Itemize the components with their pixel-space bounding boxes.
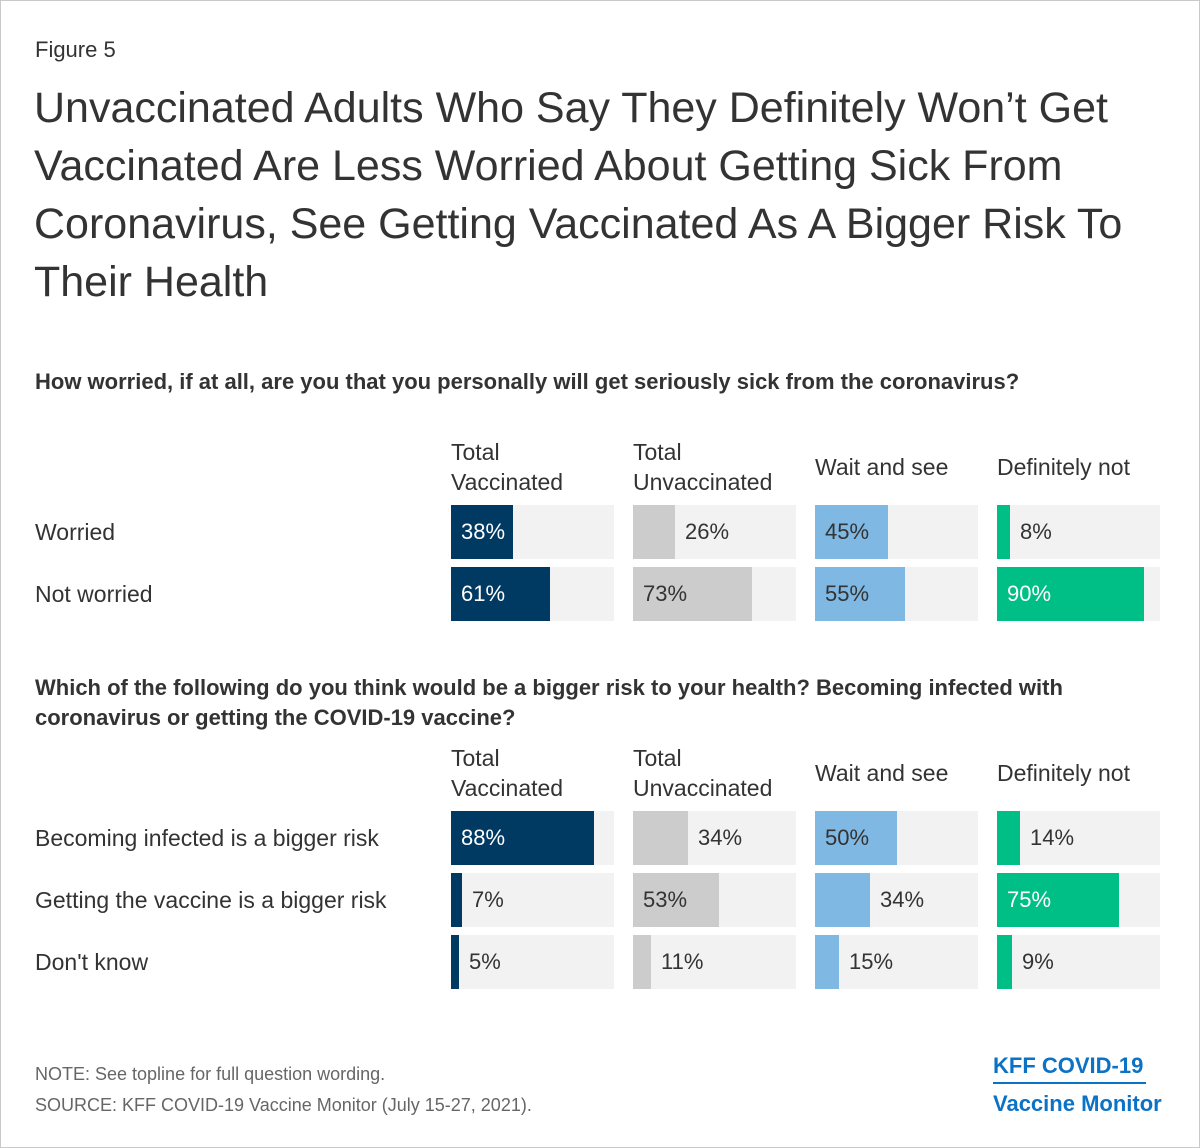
row-label-getting-the-vaccine-is-a-bigger-risk: Getting the vaccine is a bigger risk: [35, 887, 387, 913]
data-label: 11%: [661, 949, 704, 974]
column-header-line: Wait and see: [815, 454, 949, 480]
bar-total-unvaccinated-getting-the-vaccine-is-a-bigger-risk: [633, 873, 719, 927]
bar-definitely-not-getting-the-vaccine-is-a-bigger-risk: [997, 873, 1119, 927]
column-header-total-vaccinated: Total Vaccinated: [451, 743, 626, 803]
row-label-not-worried: Not worried: [35, 581, 153, 607]
column-header-line: Unvaccinated: [633, 775, 773, 801]
data-label: 50%: [825, 825, 870, 850]
data-label: 9%: [1022, 949, 1054, 974]
column-header-line: Definitely not: [997, 760, 1130, 786]
bar-track: 9%: [997, 935, 1160, 989]
bar-definitely-not-worried: [997, 505, 1010, 559]
bar-track: 34%: [815, 873, 978, 927]
bar-track: 55%: [815, 567, 978, 621]
bar-total-unvaccinated-worried: [633, 505, 675, 559]
question-text: Which of the following do you think woul…: [35, 675, 1063, 730]
bar-track: 90%: [997, 567, 1160, 621]
bar-wait-and-see-becoming-infected-is-a-bigger-risk: [815, 811, 897, 865]
bar-total-vaccinated-not-worried: [451, 567, 550, 621]
chart-title: Unvaccinated Adults Who Say They Definit…: [34, 84, 1123, 306]
data-label: 38%: [461, 519, 506, 544]
bar-track: 14%: [997, 811, 1160, 865]
column-header-line: Total: [633, 439, 682, 465]
bar-track: 34%: [633, 811, 796, 865]
data-label: 7%: [472, 887, 504, 912]
data-label: 26%: [685, 519, 730, 544]
column-header-wait-and-see: Wait and see: [815, 452, 990, 482]
question-text: How worried, if at all, are you that you…: [35, 369, 1020, 394]
bar-wait-and-see-worried: [815, 505, 888, 559]
bar-total-unvaccinated-becoming-infected-is-a-bigger-risk: [633, 811, 688, 865]
row-label-becoming-infected-is-a-bigger-risk: Becoming infected is a bigger risk: [35, 825, 379, 851]
bar-wait-and-see-getting-the-vaccine-is-a-bigger-risk: [815, 873, 870, 927]
bar-definitely-not-not-worried: [997, 567, 1144, 621]
data-label: 14%: [1030, 825, 1075, 850]
bar-wait-and-see-not-worried: [815, 567, 905, 621]
bar-track: 50%: [815, 811, 978, 865]
note-text: NOTE: See topline for full question word…: [35, 1064, 386, 1084]
data-label: 90%: [1007, 581, 1052, 606]
column-header-total-unvaccinated: Total Unvaccinated: [633, 437, 808, 497]
row-label-don-t-know: Don't know: [35, 949, 149, 975]
data-label: 55%: [825, 581, 870, 606]
column-header-line: Unvaccinated: [633, 469, 773, 495]
data-label: 15%: [849, 949, 894, 974]
bar-total-vaccinated-getting-the-vaccine-is-a-bigger-risk: [451, 873, 462, 927]
column-header-wait-and-see: Wait and see: [815, 758, 990, 788]
source-text: SOURCE: KFF COVID-19 Vaccine Monitor (Ju…: [35, 1095, 532, 1115]
data-label: 5%: [469, 949, 501, 974]
bar-total-unvaccinated-not-worried: [633, 567, 752, 621]
column-header-line: Definitely not: [997, 454, 1130, 480]
bar-track: 73%: [633, 567, 796, 621]
bar-track: 15%: [815, 935, 978, 989]
bar-total-vaccinated-worried: [451, 505, 513, 559]
column-header-line: Vaccinated: [451, 469, 564, 495]
data-label: 8%: [1020, 519, 1052, 544]
data-label: 53%: [643, 887, 688, 912]
column-header-line: Total: [451, 439, 500, 465]
kff-logo: KFF COVID-19 Vaccine Monitor: [993, 1053, 1168, 1117]
logo-line-1: KFF COVID-19: [993, 1053, 1146, 1084]
bar-track: 26%: [633, 505, 796, 559]
data-label: 45%: [825, 519, 870, 544]
bar-track: 7%: [451, 873, 614, 927]
bar-definitely-not-becoming-infected-is-a-bigger-risk: [997, 811, 1020, 865]
column-header-line: Total: [633, 745, 682, 771]
bar-total-vaccinated-don-t-know: [451, 935, 459, 989]
bar-track: 88%: [451, 811, 614, 865]
column-header-definitely-not: Definitely not: [997, 758, 1172, 788]
data-label: 73%: [643, 581, 688, 606]
column-header-definitely-not: Definitely not: [997, 452, 1172, 482]
bar-track: 45%: [815, 505, 978, 559]
bar-total-unvaccinated-don-t-know: [633, 935, 651, 989]
column-header-line: Wait and see: [815, 760, 949, 786]
bar-track: 53%: [633, 873, 796, 927]
column-header-total-vaccinated: Total Vaccinated: [451, 437, 626, 497]
column-header-total-unvaccinated: Total Unvaccinated: [633, 743, 808, 803]
column-header-line: Total: [451, 745, 500, 771]
bar-wait-and-see-don-t-know: [815, 935, 839, 989]
bar-track: 75%: [997, 873, 1160, 927]
bar-track: 8%: [997, 505, 1160, 559]
bar-track: 5%: [451, 935, 614, 989]
data-label: 34%: [698, 825, 743, 850]
bar-track: 38%: [451, 505, 614, 559]
logo-line-2: Vaccine Monitor: [993, 1091, 1162, 1116]
figure-label: Figure 5: [35, 37, 116, 62]
data-label: 34%: [880, 887, 925, 912]
bar-definitely-not-don-t-know: [997, 935, 1012, 989]
data-label: 75%: [1007, 887, 1052, 912]
row-label-worried: Worried: [35, 519, 116, 545]
data-label: 61%: [461, 581, 506, 606]
data-label: 88%: [461, 825, 506, 850]
bar-track: 11%: [633, 935, 796, 989]
column-header-line: Vaccinated: [451, 775, 564, 801]
bar-total-vaccinated-becoming-infected-is-a-bigger-risk: [451, 811, 594, 865]
bar-track: 61%: [451, 567, 614, 621]
